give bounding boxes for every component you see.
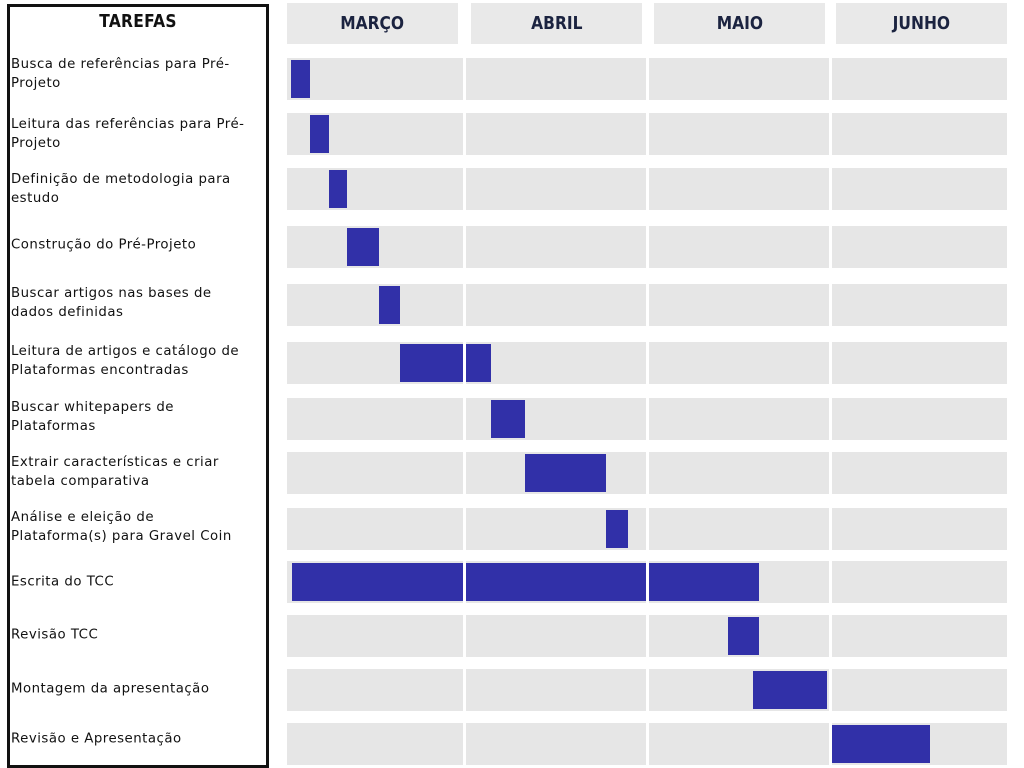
task-bar (832, 725, 930, 763)
grid-cell (832, 226, 1007, 268)
task-bar (466, 563, 646, 601)
grid-cell (649, 284, 829, 326)
grid-cell (466, 226, 646, 268)
task-bar (292, 563, 463, 601)
task-bar (753, 671, 828, 709)
task-bar (346, 228, 379, 266)
task-bar (728, 617, 759, 655)
tasks-header: TAREFAS (99, 11, 177, 32)
grid-cell (287, 669, 463, 711)
month-header-0: MARÇO (287, 3, 458, 44)
month-header-label: MARÇO (340, 13, 405, 34)
grid-cell (832, 284, 1007, 326)
grid-cell (466, 615, 646, 657)
grid-cell (287, 615, 463, 657)
task-bar (466, 344, 492, 382)
task-label: Definição de metodologia para estudo (11, 172, 231, 206)
task-bar (399, 344, 463, 382)
grid-cell (466, 113, 646, 155)
task-label: Buscar artigos nas bases de dados defini… (11, 286, 212, 320)
grid-cell (832, 58, 1007, 100)
task-bar (309, 115, 330, 153)
month-header-label: JUNHO (892, 13, 951, 34)
task-label: Montagem da apresentação (11, 681, 210, 697)
grid-cell (832, 168, 1007, 210)
task-bar (378, 286, 400, 324)
grid-cell (466, 284, 646, 326)
month-header-label: ABRIL (530, 13, 583, 34)
grid-cell (832, 452, 1007, 494)
task-bar (491, 400, 526, 438)
grid-cell (649, 342, 829, 384)
task-bar (649, 563, 759, 601)
task-bar (329, 170, 347, 208)
task-label: Revisão e Apresentação (11, 731, 182, 747)
grid-cell (832, 398, 1007, 440)
grid-cell (466, 342, 646, 384)
grid-cell (287, 398, 463, 440)
grid-cell (466, 168, 646, 210)
grid-cell (832, 508, 1007, 550)
grid-cell (649, 58, 829, 100)
task-label: Buscar whitepapers de Plataformas (11, 400, 174, 434)
month-header-2: MAIO (654, 3, 825, 44)
task-label: Revisão TCC (11, 627, 99, 643)
task-label: Análise e eleição de Plataforma(s) para … (11, 510, 232, 544)
month-header-3: JUNHO (836, 3, 1007, 44)
task-label: Leitura das referências para Pré-Projeto (11, 117, 245, 151)
grid-cell (649, 723, 829, 765)
grid-cell (466, 723, 646, 765)
month-header-label: MAIO (716, 13, 763, 34)
grid-cell (287, 284, 463, 326)
grid-cell (466, 669, 646, 711)
grid-cell (832, 615, 1007, 657)
grid-cell (832, 113, 1007, 155)
grid-cell (832, 669, 1007, 711)
grid-cell (287, 508, 463, 550)
grid-cell (832, 561, 1007, 603)
grid-cell (649, 452, 829, 494)
grid-cell (287, 723, 463, 765)
task-label: Leitura de artigos e catálogo de Platafo… (11, 344, 240, 378)
grid-cell (649, 113, 829, 155)
grid-cell (649, 398, 829, 440)
grid-cell (649, 508, 829, 550)
tasks-panel: TAREFAS (7, 4, 269, 768)
task-label: Escrita do TCC (11, 574, 115, 590)
grid-cell (466, 58, 646, 100)
month-header-1: ABRIL (471, 3, 642, 44)
grid-cell (287, 168, 463, 210)
grid-cell (649, 226, 829, 268)
task-bar (606, 510, 628, 548)
task-bar (290, 60, 310, 98)
grid-cell (287, 452, 463, 494)
task-bar (525, 454, 607, 492)
task-label: Extrair características e criar tabela c… (11, 455, 219, 489)
task-label: Busca de referências para Pré-Projeto (11, 57, 230, 91)
grid-cell (832, 342, 1007, 384)
task-label: Construção do Pré-Projeto (11, 237, 197, 253)
grid-cell (649, 168, 829, 210)
grid-cell (287, 58, 463, 100)
